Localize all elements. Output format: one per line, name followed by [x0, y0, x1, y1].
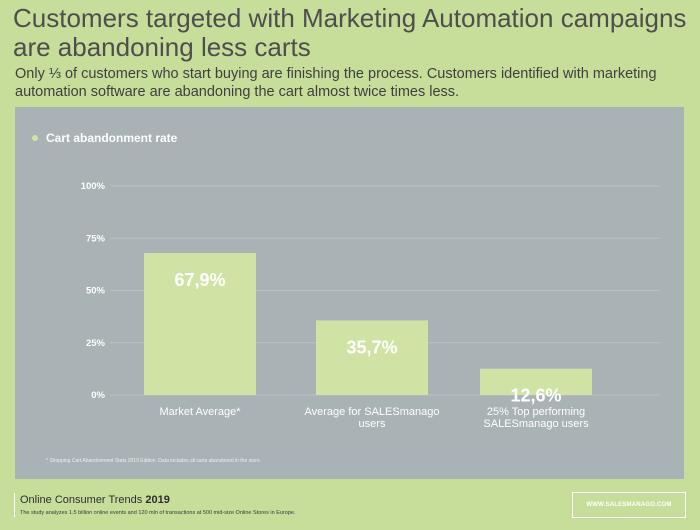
- bar: [480, 368, 592, 395]
- footer-year: 2019: [145, 494, 170, 506]
- footer-title: Online Consumer Trends 2019: [20, 494, 170, 506]
- website-link[interactable]: WWW.SALESMANAGO.COM: [572, 492, 686, 518]
- footer-note: The study analyzes 1.5 billion online ev…: [20, 510, 296, 516]
- y-tick-label: 50%: [86, 286, 106, 297]
- data-label: 12,6%: [510, 386, 561, 406]
- chart-panel: [15, 107, 684, 479]
- footnote: * Shopping Cart Abandonment Stats 2019 E…: [46, 458, 262, 464]
- legend-label: Cart abandonment rate: [46, 131, 178, 145]
- bar: [316, 320, 428, 395]
- y-tick-label: 75%: [86, 233, 106, 244]
- data-label: 67,9%: [174, 270, 225, 290]
- y-tick-label: 0%: [91, 390, 105, 401]
- headline: Customers targeted with Marketing Automa…: [13, 3, 687, 62]
- data-label: 35,7%: [346, 337, 397, 357]
- footer-divider: [14, 493, 15, 517]
- x-category-label: Market Average*: [159, 406, 241, 418]
- footer-title-text: Online Consumer Trends: [20, 494, 143, 506]
- legend-swatch: [32, 135, 38, 141]
- legend: Cart abandonment rate: [32, 131, 177, 145]
- bar: [144, 253, 256, 395]
- x-category-label: Average for SALESmanago users: [305, 406, 440, 430]
- y-tick-label: 100%: [81, 181, 106, 192]
- subheadline: Only ⅓ of customers who start buying are…: [15, 66, 657, 100]
- x-category-label: 25% Top performing SALESmanago users: [483, 406, 589, 430]
- y-tick-label: 25%: [86, 338, 106, 349]
